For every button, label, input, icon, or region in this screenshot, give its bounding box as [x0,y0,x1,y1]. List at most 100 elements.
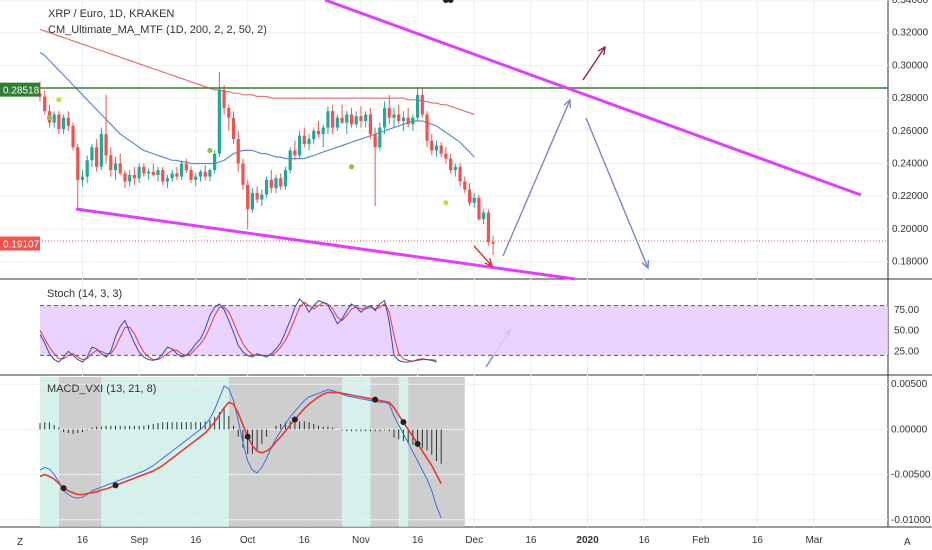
y-tick-label: 0.24000 [892,159,929,170]
macd-y-tick-label: -0.00500 [891,470,931,481]
macd-y-tick-label: -0.01000 [891,515,931,526]
candle-body [180,163,184,177]
candle-body [241,163,245,185]
y-axis-macd: 0.00500 0.00000 -0.00500 -0.01000 [891,379,931,526]
candle-body [486,212,490,243]
candle-body [472,197,476,203]
candle-body [52,114,56,123]
candle-body [213,153,217,171]
price-tag-bg [0,82,40,97]
signal-dot [348,164,355,170]
ma-fast-line [39,51,475,165]
macd-cross-dot [60,485,67,492]
arrow-down-red [473,245,493,267]
candle-body [62,117,66,130]
candle-body [255,192,259,200]
upper-wedge-trendline [324,0,862,197]
candle-body [109,155,113,171]
arrow-up-blue [502,99,571,257]
candle-body [434,145,439,151]
candle-body [467,189,472,203]
ma-fast-path [39,51,475,165]
candle-body [260,194,264,200]
lower-wedge-trendline [75,207,576,281]
x-tick-label: 16 [525,535,537,546]
candle-body [307,139,311,144]
auto-scale-icon[interactable]: A [904,537,911,548]
macd-bg-teal [101,377,229,527]
candle-body [156,170,160,175]
candle-body [382,107,387,128]
price-tag-bg [0,236,40,251]
candle-body [175,173,179,177]
candle-body [326,111,330,128]
candle-body [250,192,254,210]
candle-body [57,114,61,130]
candle-body [458,166,462,182]
candle-body [359,116,363,122]
candle-body [170,173,174,179]
candle-body [274,178,278,189]
trendlines-group [0,0,888,281]
candle-body [444,153,448,159]
price-tags: 0.28518 0.19107 [0,82,40,251]
ma-indicator-legend: CM_Ultimate_MA_MTF (1D, 200, 2, 2, 50, 2… [48,24,267,36]
macd-bg-gray [58,377,102,527]
x-tick-label: Sep [130,535,148,546]
timezone-icon[interactable]: Z [17,537,23,548]
arrow-down-blue [585,117,649,269]
arrow-down-red-head [484,258,494,268]
stoch-y-tick-label: 50.00 [894,326,919,337]
candle-body [76,147,80,180]
candles-group [38,71,495,256]
price-tag-label: 0.28518 [3,86,40,97]
candle-body [43,96,47,112]
candle-body [231,117,236,139]
candle-body [137,166,141,179]
candle-body [198,171,203,177]
candle-body [269,179,273,189]
candle-body [335,117,339,128]
macd-y-tick-label: 0.00000 [891,424,928,435]
candle-body [90,147,94,161]
macd-bg-teal [40,377,59,527]
candle-body [142,166,146,174]
x-tick-label: 16 [752,535,764,546]
y-tick-label: 0.18000 [892,257,929,268]
stoch-d-line [39,301,437,362]
stoch-legend: Stoch (14, 3, 3) [47,288,122,300]
signal-dot [443,200,449,206]
macd-panel [0,0,888,527]
x-axis: 16 Sep 16 Oct 16 Nov 16 Dec 16 2020 16 Feb 16 Mar [77,535,823,546]
candle-body [293,150,297,156]
candle-body [288,150,292,171]
candle-body [312,130,316,139]
macd-cross-dot [442,0,449,3]
candle-body [411,117,415,125]
candle-body [283,170,288,187]
candle-body [397,114,401,122]
y-tick-label: 0.30000 [892,60,929,71]
candle-body [477,197,481,220]
candle-body [368,114,372,135]
stoch-panel [39,298,888,363]
candle-body [345,114,349,123]
candle-body [151,171,155,175]
y-tick-label: 0.34000 [892,0,929,6]
stoch-y-tick-label: 25.00 [894,346,919,357]
x-tick-label: 2020 [576,535,599,546]
candle-body [316,130,321,135]
x-tick-label: Oct [240,535,256,546]
arrow-up-maroon [582,46,606,81]
candle-body [208,170,212,177]
ma-slow-line [39,28,475,116]
candle-body [227,107,231,118]
candle-body [463,181,467,190]
macd-cross-dot [400,419,407,426]
candle-body [321,127,325,135]
macd-cross-dot [244,433,251,440]
y-tick-label: 0.20000 [892,224,929,235]
macd-bg-gray [427,377,465,527]
candle-body [373,134,377,148]
